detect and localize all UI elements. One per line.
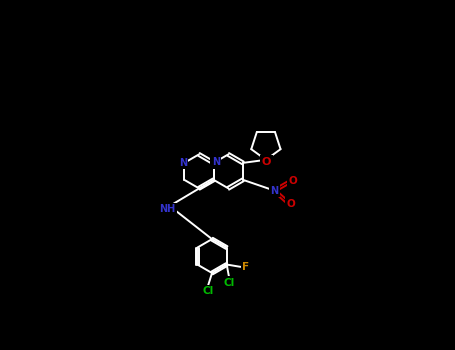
Text: Cl: Cl: [223, 278, 235, 288]
Text: O: O: [288, 176, 297, 186]
Text: Cl: Cl: [202, 287, 214, 296]
Text: N: N: [270, 186, 278, 196]
Text: O: O: [262, 157, 271, 167]
Text: F: F: [243, 262, 249, 272]
Text: O: O: [287, 199, 296, 209]
Text: N: N: [212, 157, 220, 167]
Text: NH: NH: [159, 204, 176, 214]
Text: N: N: [179, 158, 187, 168]
